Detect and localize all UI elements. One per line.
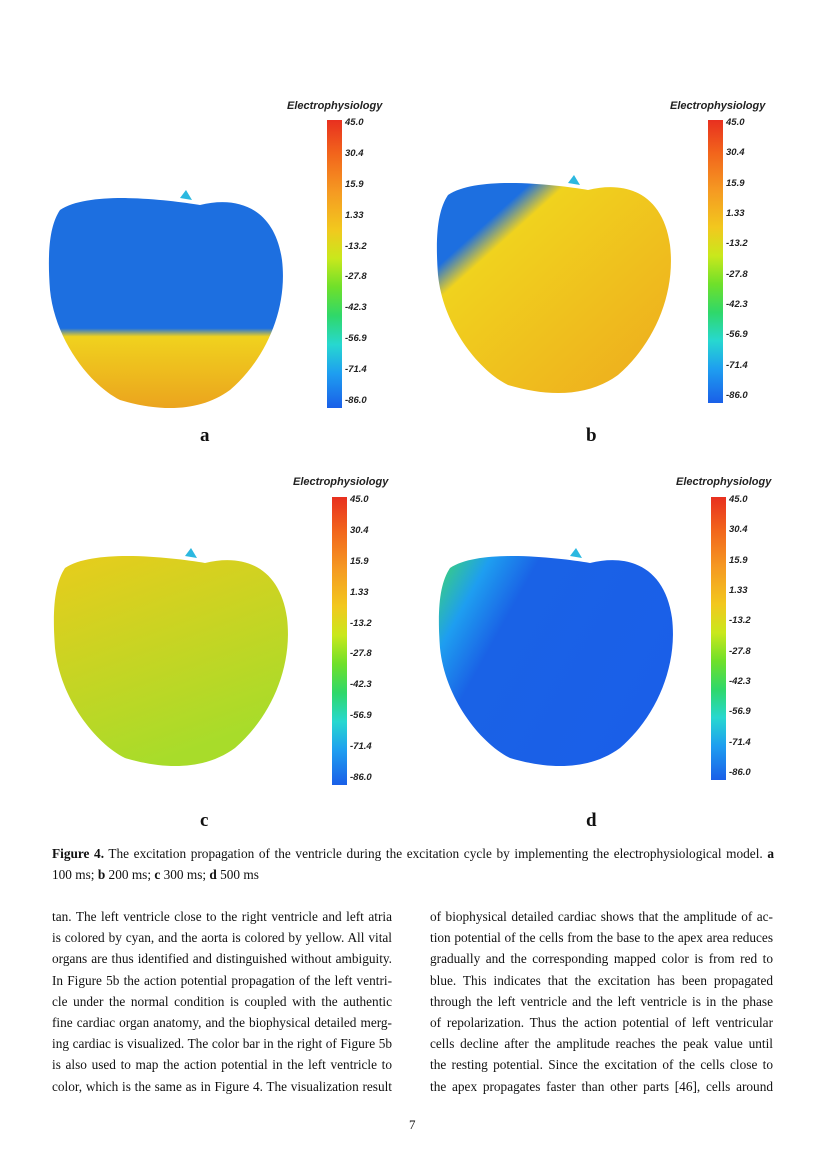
colorbar-tick-label: -42.3: [350, 679, 372, 691]
caption-item-a: 100 ms;: [52, 867, 98, 882]
colorbar: [332, 497, 347, 785]
ventricle-render-d: [438, 548, 673, 767]
colorbar-tick-label: 1.33: [350, 586, 369, 598]
text-line: color, which is the same as in Figure 4.…: [52, 1078, 392, 1094]
colorbar-tick-label: -27.8: [726, 268, 748, 280]
colorbar-tick-label: -86.0: [350, 772, 372, 783]
text-line: of repolarization. Thus the action poten…: [430, 1015, 773, 1031]
text-line: cle under the normal condition is couple…: [52, 993, 392, 1009]
text-line: gradually and the corresponding mapped c…: [430, 951, 773, 967]
colorbar-tick-label: -71.4: [345, 364, 367, 376]
colorbar-tick-label: 45.0: [350, 494, 369, 505]
text-line: the apex propagates faster than other pa…: [430, 1078, 773, 1094]
colorbar-tick-label: 45.0: [726, 117, 745, 128]
text-line: ing cardiac is visualized. The color bar…: [52, 1036, 392, 1052]
colorbar-tick-label: -71.4: [726, 359, 748, 371]
colorbar: [711, 497, 726, 780]
text-line: blue. This indicates that the excitation…: [430, 972, 773, 988]
colorbar-tick-label: -27.8: [729, 645, 751, 657]
colorbar-tick-label: -86.0: [726, 390, 748, 401]
colorbar-tick-label: 15.9: [726, 177, 745, 189]
text-line: through the left ventricle and the left …: [430, 993, 773, 1009]
colorbar-tick-label: 45.0: [729, 494, 748, 505]
panel-label: d: [586, 810, 597, 831]
text-line: In Figure 5b the action potential propag…: [52, 972, 392, 988]
text-line: tion potential of the cells from the bas…: [430, 930, 773, 946]
colorbar-tick-label: -86.0: [345, 395, 367, 406]
text-line: of biophysical detailed cardiac shows th…: [430, 909, 773, 924]
body-right-column: of biophysical detailed cardiac shows th…: [430, 906, 773, 1097]
ventricle-render-c: [53, 548, 288, 767]
caption-item-c: 300 ms;: [160, 867, 210, 882]
colorbar-tick-label: -56.9: [350, 710, 372, 722]
colorbar: [327, 120, 342, 408]
page-number: 7: [409, 1117, 416, 1132]
colorbar-tick-label: 30.4: [729, 524, 748, 536]
panel-label: b: [586, 425, 597, 446]
colorbar-tick-label: -71.4: [729, 736, 751, 748]
colorbar-title: Electrophysiology: [293, 476, 389, 488]
colorbar-tick-label: -27.8: [350, 648, 372, 660]
colorbar-tick-label: -56.9: [729, 706, 751, 718]
caption-text: The excitation propagation of the ventri…: [104, 846, 768, 861]
caption-label-a: a: [767, 846, 774, 861]
colorbar-tick-label: -86.0: [729, 767, 751, 778]
panel-label: c: [200, 810, 209, 831]
colorbar-title: Electrophysiology: [670, 100, 766, 112]
colorbar-tick-label: 30.4: [345, 147, 364, 159]
text-line: organs are thus identified and distingui…: [52, 951, 392, 967]
colorbar-tick-label: -42.3: [729, 676, 751, 687]
colorbar-tick-label: -56.9: [345, 333, 367, 345]
text-line: is also used to map the action potential…: [52, 1057, 392, 1073]
ventricle-render-a: [48, 190, 283, 409]
colorbar-tick-label: 1.33: [726, 208, 745, 219]
colorbar-tick-label: -13.2: [345, 240, 367, 252]
colorbar-title: Electrophysiology: [676, 476, 772, 488]
colorbar-tick-label: 1.33: [729, 585, 748, 596]
colorbar-tick-label: 15.9: [350, 555, 369, 567]
colorbar-tick-label: 15.9: [729, 554, 748, 566]
colorbar-title: Electrophysiology: [287, 100, 383, 112]
caption-label-c: c: [154, 867, 161, 882]
colorbar-tick-label: 45.0: [345, 117, 364, 128]
colorbar-tick-label: -71.4: [350, 741, 372, 753]
text-line: tan. The left ventricle close to the rig…: [52, 909, 392, 924]
caption-label-b: b: [97, 867, 106, 882]
colorbar-tick-label: -27.8: [345, 271, 367, 283]
colorbar-tick-label: -13.2: [350, 617, 372, 629]
colorbar-tick-label: -42.3: [345, 302, 367, 314]
colorbar-tick-label: 1.33: [345, 209, 364, 221]
text-line: is colored by cyan, and the aorta is col…: [52, 930, 392, 946]
colorbar-tick-label: -13.2: [726, 238, 748, 250]
ventricle-render-b: [436, 175, 671, 394]
colorbar-tick-label: -13.2: [729, 615, 751, 627]
caption-prefix: Figure 4.: [52, 846, 105, 861]
panel-label: a: [200, 425, 210, 446]
caption-item-d: 500 ms: [216, 867, 259, 882]
colorbar-tick-label: 15.9: [345, 178, 364, 190]
figure-caption: Figure 4. The excitation propagation of …: [52, 843, 774, 885]
text-line: cells decline after the amplitude reache…: [430, 1036, 773, 1052]
text-line: the resting potential. Since the excitat…: [430, 1057, 773, 1073]
colorbar: [708, 120, 723, 403]
caption-item-b: 200 ms;: [105, 867, 155, 882]
body-left-column: tan. The left ventricle close to the rig…: [52, 906, 392, 1097]
colorbar-tick-label: 30.4: [350, 524, 369, 536]
text-line: fine cardiac organ anatomy, and the biop…: [52, 1015, 392, 1031]
colorbar-tick-label: 30.4: [726, 147, 745, 159]
caption-label-d: d: [209, 867, 217, 882]
colorbar-tick-label: -56.9: [726, 329, 748, 341]
colorbar-tick-label: -42.3: [726, 299, 748, 310]
